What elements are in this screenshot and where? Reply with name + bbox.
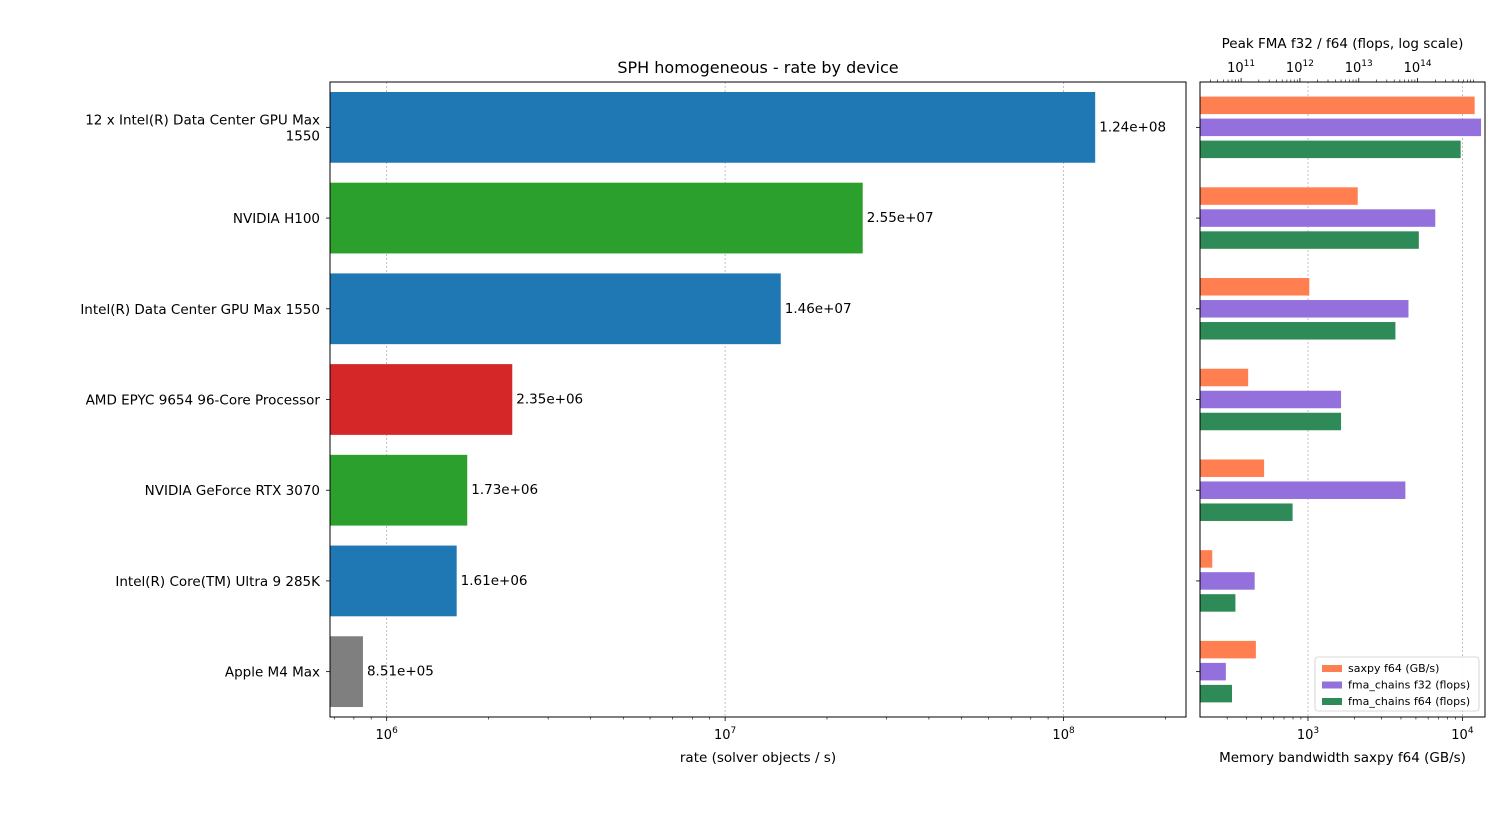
bar [1200,481,1406,499]
top-tick-label: 1012 [1286,59,1314,76]
bar [1200,684,1233,703]
bar [1200,300,1409,318]
bar [1200,503,1293,521]
category-label: Intel(R) Core(TM) Ultra 9 285K [115,574,321,590]
bar [330,545,457,617]
bar [1200,322,1396,340]
bar [1200,594,1236,612]
category-label: 12 x Intel(R) Data Center GPU Max [85,112,320,128]
bar [1200,278,1310,296]
rate-by-device-chart: 1.24e+08 12 x Intel(R) Data Center GPU Ma… [80,58,1187,766]
x-tick-label: 103 [1297,726,1319,743]
legend-label: fma_chains f32 (flops) [1348,679,1470,692]
top-tick-label: 1013 [1345,59,1373,76]
legend-frame [1314,656,1480,712]
x-tick-label: 108 [1052,726,1075,743]
legend-swatch [1322,665,1342,672]
bar [330,182,863,254]
x-axis-label: Memory bandwidth saxpy f64 (GB/s) [1219,750,1466,766]
x-tick-label: 107 [714,726,736,743]
bar [1200,640,1256,659]
bar [1200,96,1475,115]
category-label: NVIDIA GeForce RTX 3070 [145,483,320,499]
bar [330,273,781,345]
bar [1200,118,1482,137]
bar-value-label: 2.55e+07 [867,210,934,226]
category-label: Intel(R) Data Center GPU Max 1550 [80,302,320,318]
bar-value-label: 1.73e+06 [471,482,538,498]
bar-value-label: 1.46e+07 [785,301,852,317]
top-tick-label: 1011 [1227,59,1255,76]
bar [330,364,513,435]
bar [1200,231,1419,249]
legend: saxpy f64 (GB/s) fma_chains f32 (flops) fm… [1314,656,1480,712]
legend-swatch [1322,681,1342,689]
chart-title: SPH homogeneous - rate by device [617,58,898,77]
bar [330,91,1096,163]
bar [1200,459,1265,477]
category-label: NVIDIA H100 [233,211,320,227]
bar [1200,390,1342,409]
category-label: Apple M4 Max [225,665,320,681]
legend-label: saxpy f64 (GB/s) [1348,662,1439,675]
top-axis-label: Peak FMA f32 / f64 (flops, log scale) [1222,36,1464,52]
bar [330,636,363,708]
bar [1200,209,1436,227]
axes-frame [1199,81,1486,718]
hardware-peaks-chart: 103 104 Memory bandwidth saxpy f64 (GB/s) 1… [1196,36,1486,766]
bar-value-label: 1.24e+08 [1099,119,1166,135]
bar [1200,187,1358,205]
bar [1200,572,1255,590]
x-tick-label: 104 [1451,726,1474,743]
legend-label: fma_chains f64 (flops) [1348,695,1470,708]
bar [1200,662,1226,681]
category-label: AMD EPYC 9654 96-Core Processor [86,393,321,409]
bar-value-label: 8.51e+05 [367,664,434,680]
bar-value-label: 2.35e+06 [516,392,583,408]
bar [1200,368,1249,387]
legend-swatch [1322,698,1342,705]
top-tick-label: 1014 [1404,59,1432,76]
bar [1200,550,1213,568]
bar [1200,412,1342,431]
bar [330,454,468,526]
axes-frame [329,81,1187,718]
bar [1200,140,1461,159]
bar-value-label: 1.61e+06 [461,573,528,589]
x-tick-label: 106 [376,726,399,743]
category-label: 1550 [286,128,320,144]
x-axis-label: rate (solver objects / s) [680,750,836,766]
